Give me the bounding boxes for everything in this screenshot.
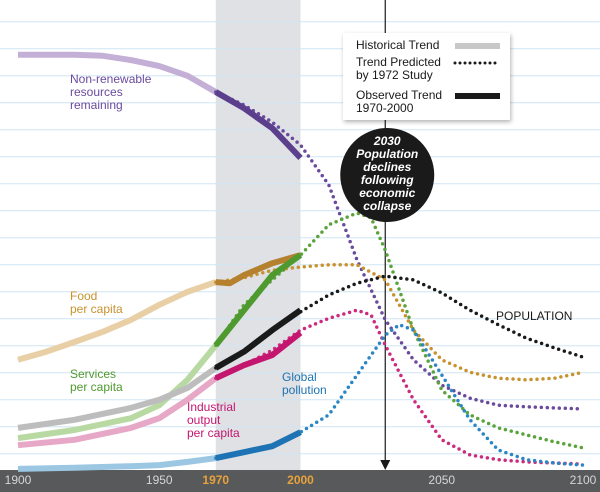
legend-label: Trend Predicted xyxy=(356,55,441,69)
event-label: declines xyxy=(363,160,411,174)
series-label: remaining xyxy=(70,98,123,112)
event-arrow xyxy=(380,460,391,470)
historical-line xyxy=(18,51,218,95)
series-label: per capita xyxy=(70,302,123,316)
series-label: Industrial xyxy=(187,400,236,414)
event-label: Population xyxy=(356,147,418,161)
historical-line xyxy=(17,365,218,431)
observed-line xyxy=(215,252,302,287)
series-label: POPULATION xyxy=(496,309,572,323)
event-label: following xyxy=(361,173,414,187)
x-axis-bar xyxy=(0,470,600,492)
event-circle xyxy=(340,128,435,222)
x-tick-label: 1970 xyxy=(202,473,229,487)
observed-line xyxy=(214,330,303,381)
x-tick-label: 1950 xyxy=(146,473,173,487)
predicted-line xyxy=(214,263,585,382)
legend-label: 1970-2000 xyxy=(356,101,414,115)
series-label: Global xyxy=(282,370,317,384)
series-label: per capita xyxy=(70,380,123,394)
x-tick-label: 1900 xyxy=(5,473,32,487)
series-label: resources xyxy=(70,85,123,99)
historical-line xyxy=(17,375,218,449)
x-tick-label: 2050 xyxy=(428,473,455,487)
predicted-line xyxy=(214,322,585,467)
historical-line xyxy=(17,279,217,363)
series-label: per capita xyxy=(187,426,240,440)
observed-line xyxy=(214,89,303,160)
series-label: output xyxy=(187,413,221,427)
predicted-line xyxy=(214,211,585,450)
series-label: Non-renewable xyxy=(70,72,152,86)
x-tick-label: 2000 xyxy=(287,473,314,487)
observed-line xyxy=(214,307,303,371)
series-label: Food xyxy=(70,289,97,303)
predicted-line xyxy=(214,308,585,466)
shaded-band xyxy=(215,0,301,470)
series-label: pollution xyxy=(282,383,327,397)
event-label: collapse xyxy=(363,199,411,213)
series-label: Services xyxy=(70,367,116,381)
event-label: economic xyxy=(359,186,415,200)
observed-line xyxy=(215,429,302,462)
legend-label: Historical Trend xyxy=(356,38,439,52)
historical-line xyxy=(17,343,219,442)
event-label: 2030 xyxy=(373,134,401,148)
predicted-line xyxy=(214,90,585,411)
legend-label: Observed Trend xyxy=(356,88,442,102)
legend-label: by 1972 Study xyxy=(356,68,433,82)
x-tick-label: 2100 xyxy=(570,473,597,487)
observed-line xyxy=(213,252,303,348)
historical-line xyxy=(17,455,217,472)
